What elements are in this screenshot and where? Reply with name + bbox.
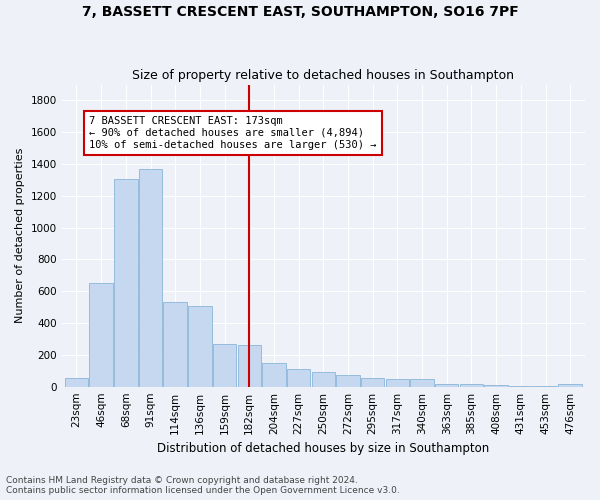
Y-axis label: Number of detached properties: Number of detached properties [15, 148, 25, 324]
Bar [311, 372, 335, 386]
X-axis label: Distribution of detached houses by size in Southampton: Distribution of detached houses by size … [157, 442, 490, 455]
Bar [410, 378, 434, 386]
Bar [114, 179, 137, 386]
Bar [336, 375, 360, 386]
Bar [559, 384, 582, 386]
Bar [65, 378, 88, 386]
Bar [89, 284, 113, 387]
Bar [139, 169, 162, 386]
Bar [287, 369, 310, 386]
Bar [163, 302, 187, 386]
Text: 7, BASSETT CRESCENT EAST, SOUTHAMPTON, SO16 7PF: 7, BASSETT CRESCENT EAST, SOUTHAMPTON, S… [82, 5, 518, 19]
Text: Contains HM Land Registry data © Crown copyright and database right 2024.
Contai: Contains HM Land Registry data © Crown c… [6, 476, 400, 495]
Bar [386, 378, 409, 386]
Bar [460, 384, 483, 386]
Bar [213, 344, 236, 386]
Bar [361, 378, 385, 386]
Bar [435, 384, 458, 386]
Bar [238, 344, 261, 387]
Title: Size of property relative to detached houses in Southampton: Size of property relative to detached ho… [133, 69, 514, 82]
Bar [188, 306, 212, 386]
Bar [262, 363, 286, 386]
Text: 7 BASSETT CRESCENT EAST: 173sqm
← 90% of detached houses are smaller (4,894)
10%: 7 BASSETT CRESCENT EAST: 173sqm ← 90% of… [89, 116, 376, 150]
